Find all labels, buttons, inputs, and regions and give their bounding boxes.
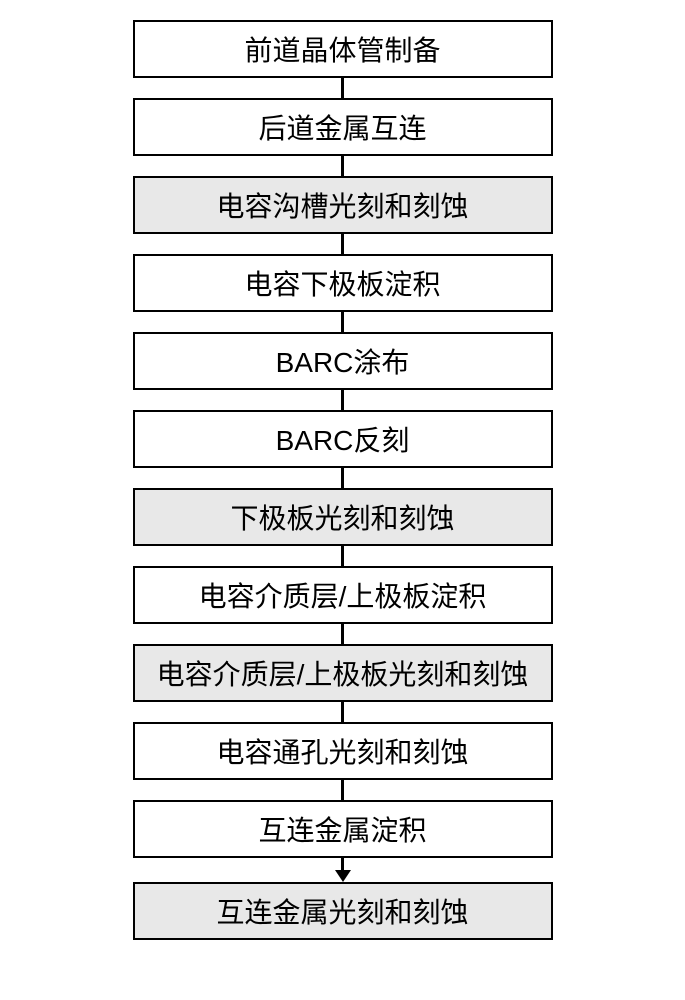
step-box: 后道金属互连 — [133, 98, 553, 156]
step-label: 互连金属光刻和刻蚀 — [216, 891, 468, 931]
step-label: 电容通孔光刻和刻蚀 — [216, 731, 468, 771]
step-box: BARC涂布 — [133, 332, 553, 390]
arrow-line — [341, 858, 344, 870]
step-label: 后道金属互连 — [258, 107, 426, 147]
step-label: 电容介质层/上极板淀积 — [199, 575, 487, 615]
connector — [341, 468, 344, 488]
step-label: BARC涂布 — [276, 341, 410, 381]
step-label: BARC反刻 — [276, 419, 410, 459]
step-label: 前道晶体管制备 — [244, 29, 440, 69]
step-label: 互连金属淀积 — [258, 809, 426, 849]
step-box: 互连金属光刻和刻蚀 — [133, 882, 553, 940]
flowchart-container: 前道晶体管制备 后道金属互连 电容沟槽光刻和刻蚀 电容下极板淀积 BARC涂布 … — [133, 20, 553, 940]
step-box: 电容通孔光刻和刻蚀 — [133, 722, 553, 780]
connector — [341, 780, 344, 800]
connector — [341, 312, 344, 332]
step-box: 电容沟槽光刻和刻蚀 — [133, 176, 553, 234]
step-label: 电容下极板淀积 — [244, 263, 440, 303]
connector — [341, 156, 344, 176]
connector — [341, 390, 344, 410]
step-label: 电容沟槽光刻和刻蚀 — [216, 185, 468, 225]
connector — [341, 234, 344, 254]
step-box: 电容介质层/上极板淀积 — [133, 566, 553, 624]
connector — [341, 624, 344, 644]
arrow-down-icon — [335, 870, 351, 882]
step-box: 下极板光刻和刻蚀 — [133, 488, 553, 546]
step-label: 下极板光刻和刻蚀 — [230, 497, 454, 537]
arrow-connector — [335, 858, 351, 882]
step-box: 电容介质层/上极板光刻和刻蚀 — [133, 644, 553, 702]
step-box: 前道晶体管制备 — [133, 20, 553, 78]
connector — [341, 702, 344, 722]
connector — [341, 78, 344, 98]
step-label: 电容介质层/上极板光刻和刻蚀 — [157, 653, 529, 693]
step-box: BARC反刻 — [133, 410, 553, 468]
step-box: 互连金属淀积 — [133, 800, 553, 858]
step-box: 电容下极板淀积 — [133, 254, 553, 312]
connector — [341, 546, 344, 566]
